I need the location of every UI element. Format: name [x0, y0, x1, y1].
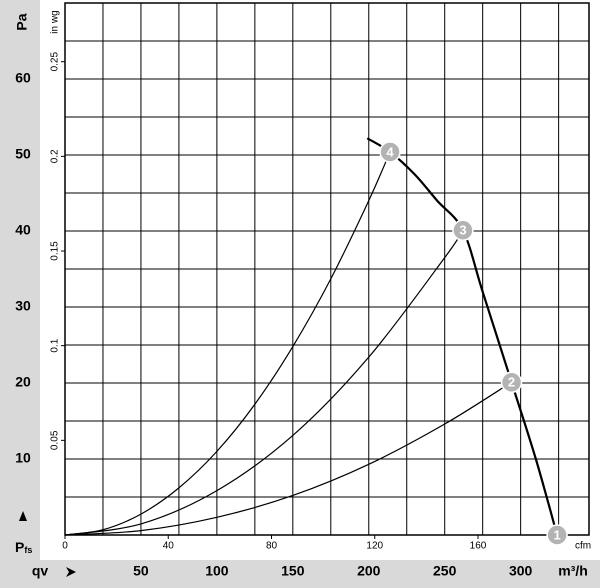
y-symbol: Pfs: [15, 539, 32, 556]
plot-frame: [64, 2, 590, 536]
x-arrow: [66, 567, 76, 577]
y-tick-label: 30: [15, 298, 31, 314]
plot-panel: [40, 0, 600, 560]
y2-tick-label: 0.05: [50, 430, 61, 450]
x-tick-label: 300: [509, 563, 533, 579]
operating-point: [500, 371, 523, 393]
operating-point: [379, 141, 401, 163]
y2-tick-label: 0.25: [50, 52, 61, 72]
curve: [64, 229, 464, 536]
operating-point: [452, 219, 474, 241]
x-tick-label: 150: [281, 563, 305, 579]
point-label: 3: [459, 223, 466, 238]
x2-tick-label: 0: [62, 541, 68, 552]
y-tick-label: 40: [15, 222, 31, 238]
point-label: 1: [553, 527, 560, 542]
operating-point: [546, 524, 568, 546]
x-tick-label: 200: [357, 563, 381, 579]
y-tick-label: 60: [15, 70, 31, 86]
x-unit: m³/h: [558, 563, 588, 579]
x2-unit: cfm: [575, 541, 591, 552]
point-label: 2: [508, 375, 515, 390]
y-symbol-main: P: [15, 539, 24, 555]
x-tick-label: 250: [433, 563, 457, 579]
curve: [64, 381, 512, 536]
y-symbol-sub: fs: [24, 545, 32, 555]
y-tick-label: 20: [15, 374, 31, 390]
y2-tick-label: 0.1: [50, 338, 61, 352]
y-unit: Pa: [14, 13, 30, 30]
curve: [64, 151, 391, 536]
y-tick-label: 50: [15, 146, 31, 162]
point-label: 4: [386, 144, 394, 159]
y2-unit: in wg: [50, 10, 61, 33]
x2-tick-label: 40: [163, 541, 175, 552]
y2-tick-label: 0.2: [50, 149, 61, 163]
x2-tick-label: 120: [366, 541, 383, 552]
x2-tick-label: 160: [470, 541, 487, 552]
x-tick-label: 50: [133, 563, 149, 579]
x-tick-label: 100: [205, 563, 229, 579]
y2-tick-label: 0.15: [50, 241, 61, 261]
y-tick-label: 10: [15, 450, 31, 466]
x-symbol: qv: [32, 563, 49, 579]
y-arrow: [19, 511, 27, 521]
x2-tick-label: 80: [266, 541, 278, 552]
